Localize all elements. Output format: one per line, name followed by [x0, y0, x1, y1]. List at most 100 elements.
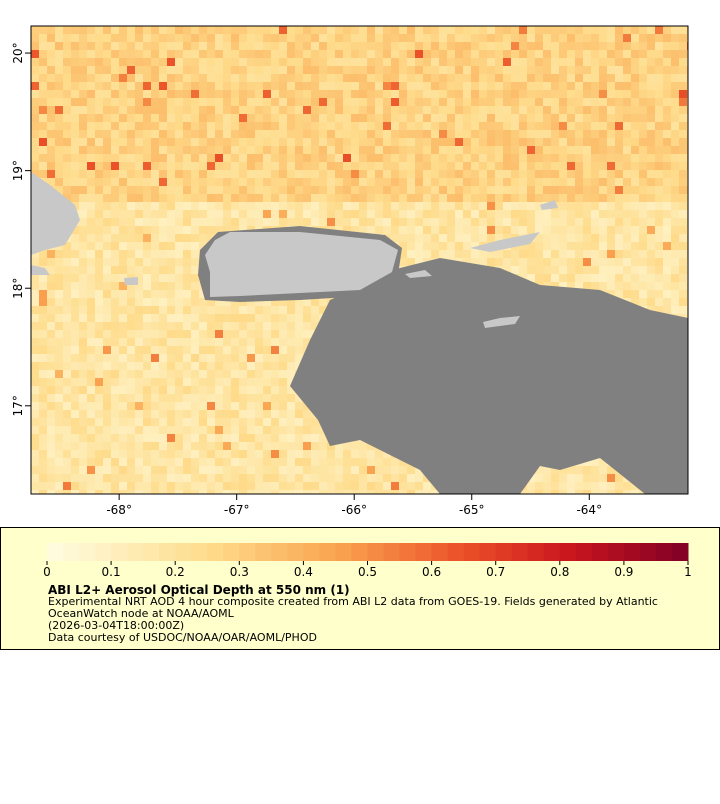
aod-cell	[263, 402, 271, 410]
aod-cell	[535, 474, 543, 482]
aod-cell	[479, 26, 487, 34]
aod-cell	[631, 138, 639, 146]
aod-cell	[567, 34, 575, 42]
aod-cell	[399, 50, 407, 58]
aod-cell	[543, 474, 551, 482]
aod-cell	[559, 34, 567, 42]
aod-cell	[95, 194, 103, 202]
aod-cell	[359, 154, 367, 162]
aod-cell	[87, 210, 95, 218]
aod-cell	[279, 66, 287, 74]
aod-cell	[71, 338, 79, 346]
aod-cell	[503, 42, 511, 50]
aod-cell	[271, 42, 279, 50]
aod-cell	[223, 314, 231, 322]
aod-cell	[151, 418, 159, 426]
aod-cell	[551, 146, 559, 154]
aod-cell	[119, 82, 127, 90]
aod-cell	[671, 274, 679, 282]
aod-cell	[367, 42, 375, 50]
aod-cell	[575, 98, 583, 106]
aod-cell	[159, 306, 167, 314]
aod-cell	[167, 74, 175, 82]
aod-cell	[407, 114, 415, 122]
aod-cell	[159, 258, 167, 266]
aod-cell	[191, 346, 199, 354]
aod-cell	[71, 82, 79, 90]
aod-cell	[663, 50, 671, 58]
aod-cell	[559, 490, 567, 494]
aod-cell	[503, 226, 511, 234]
aod-cell	[351, 482, 359, 490]
aod-cell	[487, 114, 495, 122]
aod-cell	[47, 306, 55, 314]
aod-cell	[239, 378, 247, 386]
aod-cell	[583, 130, 591, 138]
aod-cell	[239, 114, 247, 122]
aod-cell	[87, 194, 95, 202]
aod-cell	[423, 26, 431, 34]
aod-cell	[391, 218, 399, 226]
aod-cell	[463, 50, 471, 58]
aod-cell	[615, 162, 623, 170]
aod-cell	[255, 90, 263, 98]
aod-cell	[127, 258, 135, 266]
aod-cell	[559, 154, 567, 162]
aod-cell	[575, 218, 583, 226]
aod-cell	[127, 138, 135, 146]
aod-cell	[367, 162, 375, 170]
aod-cell	[583, 234, 591, 242]
aod-cell	[135, 386, 143, 394]
aod-cell	[191, 362, 199, 370]
aod-cell	[583, 250, 591, 258]
aod-cell	[95, 74, 103, 82]
aod-cell	[583, 218, 591, 226]
aod-cell	[655, 298, 663, 306]
aod-cell	[175, 362, 183, 370]
aod-cell	[287, 402, 295, 410]
aod-cell	[655, 242, 663, 250]
aod-cell	[79, 186, 87, 194]
aod-cell	[319, 194, 327, 202]
aod-cell	[303, 426, 311, 434]
aod-cell	[271, 410, 279, 418]
aod-cell	[95, 426, 103, 434]
aod-cell	[271, 82, 279, 90]
aod-cell	[87, 306, 95, 314]
aod-cell	[287, 26, 295, 34]
aod-cell	[247, 442, 255, 450]
aod-cell	[407, 178, 415, 186]
aod-cell	[223, 202, 231, 210]
aod-cell	[295, 74, 303, 82]
aod-cell	[175, 338, 183, 346]
aod-cell	[423, 226, 431, 234]
aod-cell	[455, 82, 463, 90]
aod-cell	[87, 146, 95, 154]
aod-cell	[551, 258, 559, 266]
aod-cell	[527, 106, 535, 114]
aod-cell	[375, 226, 383, 234]
aod-cell	[199, 378, 207, 386]
aod-cell	[71, 154, 79, 162]
aod-cell	[319, 474, 327, 482]
aod-cell	[191, 154, 199, 162]
aod-cell	[607, 130, 615, 138]
aod-cell	[543, 42, 551, 50]
aod-cell	[191, 474, 199, 482]
aod-cell	[359, 26, 367, 34]
aod-cell	[335, 218, 343, 226]
aod-cell	[623, 90, 631, 98]
aod-cell	[159, 218, 167, 226]
aod-cell	[135, 362, 143, 370]
aod-cell	[135, 202, 143, 210]
aod-cell	[367, 122, 375, 130]
aod-cell	[183, 314, 191, 322]
aod-cell	[527, 154, 535, 162]
aod-cell	[335, 474, 343, 482]
aod-cell	[263, 82, 271, 90]
aod-cell	[79, 74, 87, 82]
aod-cell	[127, 290, 135, 298]
aod-cell	[31, 458, 39, 466]
aod-cell	[375, 106, 383, 114]
aod-cell	[543, 82, 551, 90]
